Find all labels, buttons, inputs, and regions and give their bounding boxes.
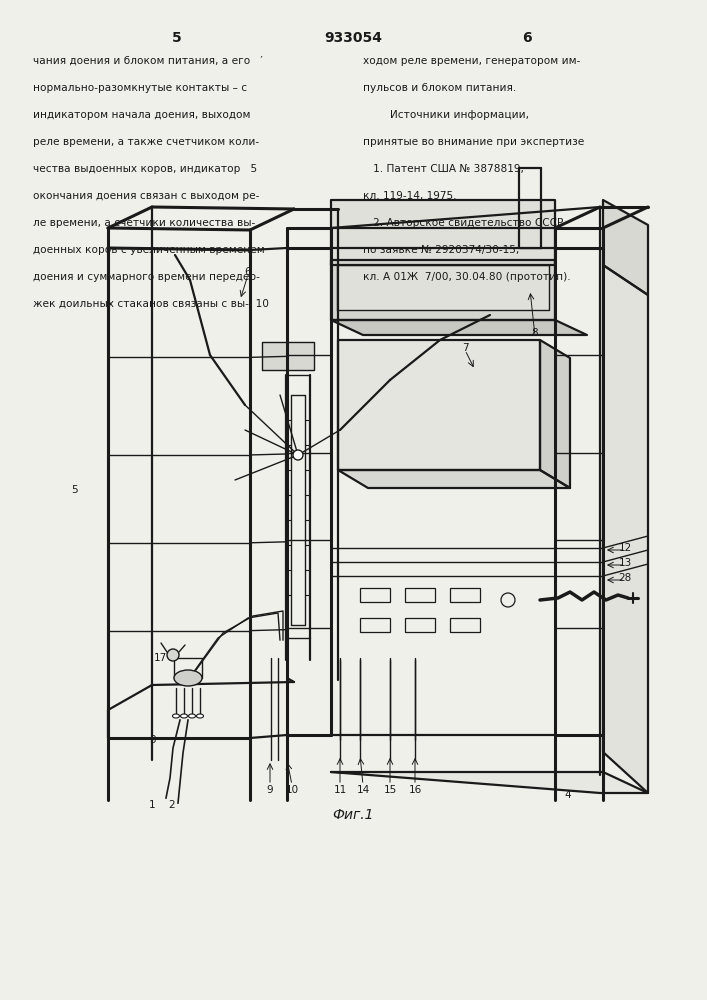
- Text: 2. Авторское свидетельство СССР: 2. Авторское свидетельство СССР: [363, 218, 563, 228]
- Text: 5: 5: [71, 485, 78, 495]
- Text: 1. Патент США № 3878819,: 1. Патент США № 3878819,: [363, 164, 524, 174]
- Text: нормально-разомкнутые контакты – с: нормально-разомкнутые контакты – с: [33, 83, 247, 93]
- Text: 6: 6: [522, 31, 532, 45]
- Ellipse shape: [174, 670, 202, 686]
- Bar: [405, 588, 435, 602]
- Bar: [405, 618, 435, 632]
- Text: 13: 13: [619, 558, 631, 568]
- Text: чания доения и блоком питания, а его   ′: чания доения и блоком питания, а его ′: [33, 56, 263, 66]
- Circle shape: [167, 649, 179, 661]
- Text: по заявке № 2920374/30-15,: по заявке № 2920374/30-15,: [363, 245, 519, 255]
- Text: 1: 1: [148, 800, 156, 810]
- Text: ле времени, а счетчики количества вы-: ле времени, а счетчики количества вы-: [33, 218, 255, 228]
- Text: 16: 16: [409, 785, 421, 795]
- Bar: [450, 618, 480, 632]
- Text: 933054: 933054: [324, 31, 382, 45]
- Text: 28: 28: [619, 573, 631, 583]
- Polygon shape: [603, 265, 648, 793]
- Text: 6: 6: [245, 267, 251, 277]
- Circle shape: [293, 450, 303, 460]
- Text: реле времени, а также счетчиком коли-: реле времени, а также счетчиком коли-: [33, 137, 259, 147]
- Ellipse shape: [189, 714, 196, 718]
- Polygon shape: [331, 320, 587, 335]
- Text: принятые во внимание при экспертизе: принятые во внимание при экспертизе: [363, 137, 584, 147]
- Text: 9: 9: [267, 785, 274, 795]
- Polygon shape: [331, 260, 555, 320]
- Text: доенных коров с увеличенным временем: доенных коров с увеличенным временем: [33, 245, 264, 255]
- Bar: [360, 618, 390, 632]
- Polygon shape: [338, 340, 540, 470]
- Text: 10: 10: [286, 785, 298, 795]
- Text: 11: 11: [334, 785, 346, 795]
- Text: доения и суммарного времени передер-: доения и суммарного времени передер-: [33, 272, 260, 282]
- Text: пульсов и блоком питания.: пульсов и блоком питания.: [363, 83, 516, 93]
- Text: 17: 17: [153, 653, 167, 663]
- Text: окончания доения связан с выходом ре-: окончания доения связан с выходом ре-: [33, 191, 259, 201]
- Polygon shape: [603, 200, 648, 295]
- Text: 2: 2: [169, 800, 175, 810]
- Text: ходом реле времени, генератором им-: ходом реле времени, генератором им-: [363, 56, 580, 66]
- Polygon shape: [331, 772, 648, 793]
- Text: 7: 7: [462, 343, 468, 353]
- Text: жек доильных стаканов связаны с вы-  10: жек доильных стаканов связаны с вы- 10: [33, 299, 269, 309]
- Text: 4: 4: [565, 790, 571, 800]
- Text: чества выдоенных коров, индикатор   5: чества выдоенных коров, индикатор 5: [33, 164, 257, 174]
- Text: 5: 5: [172, 31, 182, 45]
- Text: Фиг.1: Фиг.1: [332, 808, 374, 822]
- Text: 15: 15: [383, 785, 397, 795]
- Ellipse shape: [197, 714, 204, 718]
- Text: индикатором начала доения, выходом: индикатором начала доения, выходом: [33, 110, 250, 120]
- Text: 14: 14: [356, 785, 370, 795]
- Text: 8: 8: [532, 328, 538, 338]
- Text: кл. 119-14, 1975.: кл. 119-14, 1975.: [363, 191, 457, 201]
- Polygon shape: [331, 200, 555, 265]
- Bar: [360, 588, 390, 602]
- Polygon shape: [262, 342, 314, 370]
- Ellipse shape: [180, 714, 187, 718]
- Polygon shape: [540, 340, 570, 488]
- Text: Источники информации,: Источники информации,: [363, 110, 529, 120]
- Polygon shape: [337, 265, 549, 310]
- Ellipse shape: [173, 714, 180, 718]
- Text: кл. А 01Ж  7/00, 30.04.80 (прототип).: кл. А 01Ж 7/00, 30.04.80 (прототип).: [363, 272, 571, 282]
- Polygon shape: [338, 470, 570, 488]
- Text: 3: 3: [148, 735, 156, 745]
- Text: 12: 12: [619, 543, 631, 553]
- Bar: [450, 588, 480, 602]
